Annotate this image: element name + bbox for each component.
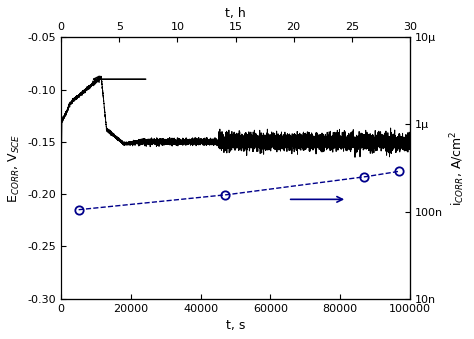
Y-axis label: E$_{CORR}$, V$_{SCE}$: E$_{CORR}$, V$_{SCE}$	[7, 133, 22, 203]
X-axis label: t, h: t, h	[225, 7, 246, 20]
X-axis label: t, s: t, s	[226, 319, 245, 332]
Y-axis label: i$_{CORR}$, A/cm$^2$: i$_{CORR}$, A/cm$^2$	[448, 130, 467, 206]
